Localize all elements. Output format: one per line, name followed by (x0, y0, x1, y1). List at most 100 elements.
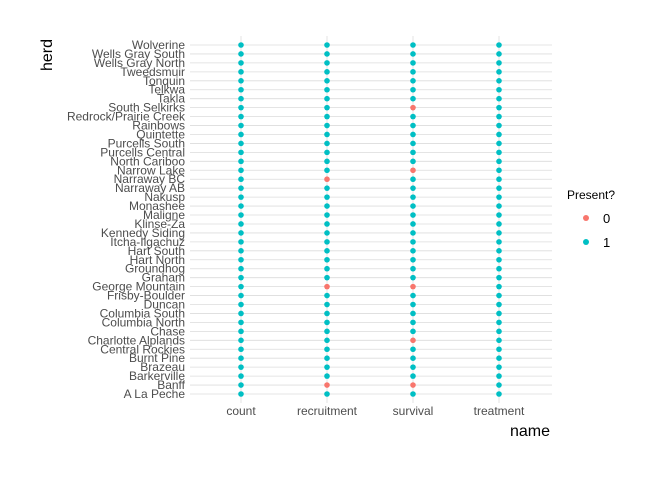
data-point (324, 364, 330, 370)
data-point (410, 212, 416, 218)
y-tick-label: Kennedy Siding (101, 226, 185, 240)
data-point (496, 95, 502, 102)
data-point (410, 113, 416, 120)
data-point (410, 346, 416, 353)
data-point (410, 69, 416, 75)
data-point (324, 212, 330, 218)
data-point (496, 60, 502, 66)
data-point (496, 355, 502, 362)
data-point (238, 131, 244, 138)
data-point (324, 373, 330, 379)
data-point (324, 113, 330, 120)
data-point (410, 131, 416, 138)
data-point (410, 230, 416, 236)
y-tick-label: Redrock/Prairie Creek (67, 110, 186, 124)
y-tick-label: Burnt Pine (129, 351, 185, 365)
data-point (410, 310, 416, 317)
data-point (324, 167, 330, 174)
data-point (324, 301, 330, 308)
data-point (496, 86, 502, 93)
data-point (238, 310, 244, 317)
data-point (324, 131, 330, 138)
data-point (238, 212, 244, 218)
data-point (324, 149, 330, 156)
y-tick-label: Quintette (136, 127, 185, 141)
data-point (238, 77, 244, 84)
data-point (238, 60, 244, 66)
data-point (324, 239, 330, 245)
y-tick-label: Columbia South (100, 306, 185, 320)
data-point (410, 391, 416, 397)
data-point (496, 42, 502, 48)
data-point (496, 122, 502, 129)
data-point (410, 239, 416, 245)
y-tick-label: Wells Gray North (94, 56, 185, 70)
data-point (238, 95, 244, 102)
data-point (238, 274, 244, 281)
legend-title: Present? (567, 188, 615, 202)
y-tick-label: Telkwa (148, 83, 185, 97)
data-point (496, 113, 502, 120)
data-point (410, 301, 416, 308)
data-point (496, 239, 502, 245)
x-tick-labels: count recruitment survival treatment (226, 404, 525, 418)
y-tick-label: Tonquin (143, 74, 185, 88)
data-point (496, 301, 502, 308)
data-point (324, 256, 330, 263)
x-tick-label: count (226, 404, 256, 418)
data-point (496, 69, 502, 75)
data-point (496, 337, 502, 344)
data-point (238, 391, 244, 397)
legend: Present? 0 1 (567, 188, 615, 250)
data-point (410, 60, 416, 66)
data-point (496, 176, 502, 183)
data-point (496, 131, 502, 138)
data-point (410, 382, 416, 388)
data-point (324, 292, 330, 299)
data-point (496, 140, 502, 147)
data-point (238, 149, 244, 156)
data-point (324, 60, 330, 66)
data-point (324, 86, 330, 93)
data-point (496, 391, 502, 397)
legend-label: 1 (603, 235, 610, 250)
y-tick-label: Brazeau (140, 360, 185, 374)
data-point (410, 185, 416, 191)
data-point (238, 319, 244, 326)
data-point (410, 77, 416, 84)
data-point (324, 51, 330, 57)
data-point (238, 194, 244, 200)
data-point (410, 158, 416, 165)
data-point (410, 176, 416, 183)
data-point (238, 355, 244, 362)
data-point (410, 274, 416, 281)
data-point (324, 310, 330, 317)
data-point (496, 274, 502, 281)
data-point (496, 319, 502, 326)
y-tick-label: Groundhog (125, 262, 185, 276)
data-point (324, 194, 330, 200)
data-point (238, 122, 244, 129)
data-points (238, 42, 502, 397)
y-tick-label: Chase (150, 324, 185, 338)
data-point (410, 122, 416, 129)
y-tick-label: Wolverine (132, 38, 185, 52)
data-point (496, 149, 502, 156)
x-tick-label: survival (393, 404, 434, 418)
data-point (496, 51, 502, 57)
data-point (496, 158, 502, 165)
data-point (324, 185, 330, 191)
data-point (410, 221, 416, 227)
data-point (410, 42, 416, 48)
y-tick-label: Narrow Lake (117, 163, 185, 177)
data-point (238, 373, 244, 379)
data-point (324, 221, 330, 227)
data-point (496, 364, 502, 370)
y-tick-label: Columbia North (102, 315, 185, 329)
data-point (238, 328, 244, 335)
data-point (496, 230, 502, 236)
data-point (496, 346, 502, 353)
y-tick-label: Purcells Central (100, 145, 185, 159)
data-point (238, 364, 244, 370)
data-point (238, 256, 244, 263)
